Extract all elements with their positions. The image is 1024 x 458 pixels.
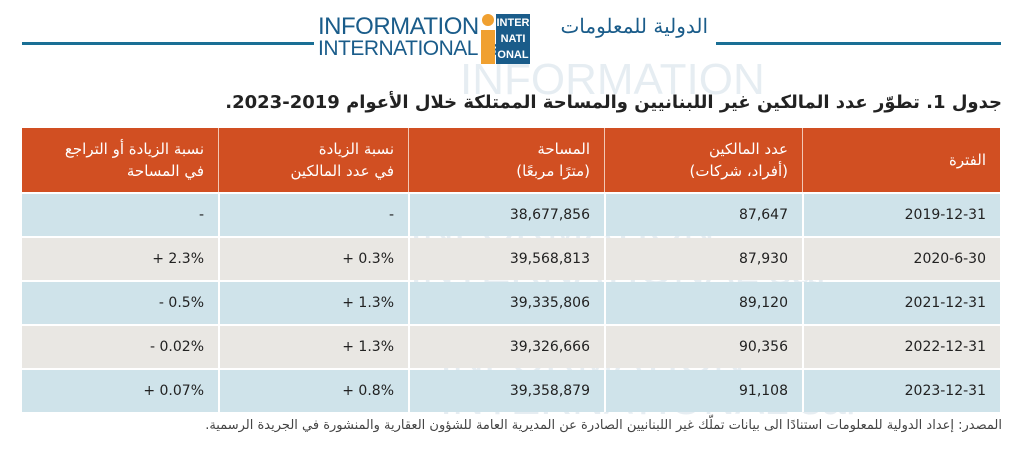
cell-owners-change: + 0.8%	[218, 370, 408, 412]
cell-area: 38,677,856	[408, 194, 604, 236]
header-period: الفترة	[802, 128, 1000, 192]
source-note: المصدر: إعداد الدولية للمعلومات استنادًا…	[205, 418, 1002, 433]
header-rule-right	[716, 42, 1001, 45]
data-table: الفترة عدد المالكين (أفراد، شركات) المساح…	[22, 128, 1000, 412]
cell-owners: 87,647	[604, 194, 802, 236]
cell-period: 2020-6-30	[802, 238, 1000, 280]
cell-owners: 89,120	[604, 282, 802, 324]
cell-owners-change: + 0.3%	[218, 238, 408, 280]
cell-owners-change: -	[218, 194, 408, 236]
table-row: 2022-12-31 90,356 39,326,666 + 1.3% - 0.…	[22, 326, 1000, 368]
header-owners-change: نسبة الزيادة في عدد المالكين	[218, 128, 408, 192]
table-header-row: الفترة عدد المالكين (أفراد، شركات) المساح…	[22, 128, 1000, 192]
cell-owners-change: + 1.3%	[218, 282, 408, 324]
logo-en-line1: INFORMATION	[318, 13, 479, 40]
cell-period: 2023-12-31	[802, 370, 1000, 412]
cell-period: 2022-12-31	[802, 326, 1000, 368]
cell-area-change: - 0.02%	[150, 339, 204, 355]
cell-owners: 87,930	[604, 238, 802, 280]
brand-logo: INFORMATION INTERNATIONAL sal INTER NATI…	[318, 12, 710, 68]
logo-mark-line1: INTER	[496, 17, 530, 29]
logo-english-text: INFORMATION INTERNATIONAL sal	[318, 13, 508, 60]
logo-mark-line2: NATI	[500, 33, 526, 45]
cell-period: 2021-12-31	[802, 282, 1000, 324]
logo-en-line2: INTERNATIONAL sal	[318, 37, 508, 60]
logo-mark-line3: ONAL	[497, 49, 529, 61]
table-row: 2019-12-31 87,647 38,677,856 - -	[22, 194, 1000, 236]
table-title: جدول 1. تطوّر عدد المالكين غير اللبنانيي…	[225, 92, 1002, 113]
cell-area-change: -	[198, 207, 204, 223]
header-owners: عدد المالكين (أفراد، شركات)	[604, 128, 802, 192]
cell-owners: 90,356	[604, 326, 802, 368]
cell-area: 39,326,666	[408, 326, 604, 368]
cell-area: 39,568,813	[408, 238, 604, 280]
table-row: 2021-12-31 89,120 39,335,806 + 1.3% - 0.…	[22, 282, 1000, 324]
header-area-change: نسبة الزيادة أو التراجع في المساحة	[64, 140, 204, 180]
cell-area-change: - 0.5%	[158, 295, 204, 311]
cell-area: 39,335,806	[408, 282, 604, 324]
logo-i-mark: INTER NATI ONAL	[478, 14, 530, 66]
header-rule-left	[22, 42, 314, 45]
header-area: المساحة (مترًا مربعًا)	[408, 128, 604, 192]
cell-area-change: + 2.3%	[152, 251, 204, 267]
table-row: 2020-6-30 87,930 39,568,813 + 0.3% + 2.3…	[22, 238, 1000, 280]
cell-area: 39,358,879	[408, 370, 604, 412]
cell-owners: 91,108	[604, 370, 802, 412]
logo-arabic-text: الدولية للمعلومات	[560, 14, 708, 38]
cell-owners-change: + 1.3%	[218, 326, 408, 368]
cell-area-change: + 0.07%	[143, 383, 204, 399]
cell-period: 2019-12-31	[802, 194, 1000, 236]
table-row: 2023-12-31 91,108 39,358,879 + 0.8% + 0.…	[22, 370, 1000, 412]
